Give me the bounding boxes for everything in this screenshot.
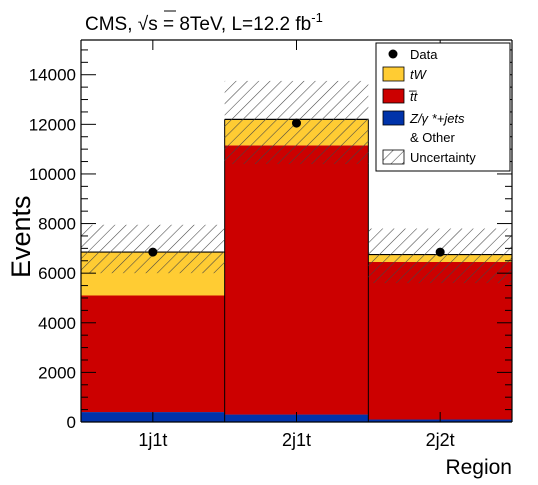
legend-label-zjets-line2: & Other <box>410 130 455 145</box>
legend-label-zjets-line1: Z/γ *+jets <box>409 111 465 126</box>
chart-title: CMS, √s = 8TeV, L=12.2 fb-1 <box>85 10 323 35</box>
legend-label-ttbar: t̅t <box>409 89 419 104</box>
y-tick-label-2000: 2000 <box>38 363 76 382</box>
y-tick-label-12000: 12000 <box>29 115 76 134</box>
legend-marker-data <box>388 49 398 59</box>
legend: Data tW t̅t Z/γ *+jets & Other Uncertain… <box>375 42 511 172</box>
y-tick-label-14000: 14000 <box>29 66 76 85</box>
legend-swatch-zjets <box>382 110 405 126</box>
legend-label-data: Data <box>410 47 438 62</box>
bar-series1-2j2t <box>368 262 512 420</box>
x-tick-labels: 1j1t 2j1t 2j2t <box>138 430 454 450</box>
chart-title-main: CMS, √s = 8TeV, L=12.2 fb <box>85 14 311 35</box>
legend-label-uncertainty: Uncertainty <box>410 150 476 165</box>
bar-series1-2j1t <box>224 145 369 415</box>
chart-title-superscript: -1 <box>311 10 323 25</box>
legend-label-tw: tW <box>410 67 428 82</box>
legend-swatch-ttbar <box>382 88 405 104</box>
axes: 0 2000 4000 6000 8000 10000 12000 14000 <box>29 39 513 432</box>
x-tick-label-2j1t: 2j1t <box>282 430 311 450</box>
y-tick-label-4000: 4000 <box>38 314 76 333</box>
y-tick-label-6000: 6000 <box>38 264 76 283</box>
legend-swatch-uncertainty <box>382 149 405 165</box>
x-tick-label-1j1t: 1j1t <box>138 430 167 450</box>
data-point-2j1t <box>292 118 301 128</box>
legend-swatch-tw <box>382 66 405 82</box>
y-axis-title: Events <box>6 195 36 278</box>
y-tick-label-8000: 8000 <box>38 215 76 234</box>
x-axis-title: Region <box>445 456 512 479</box>
x-tick-label-2j2t: 2j2t <box>426 430 455 450</box>
data-points <box>148 118 445 257</box>
data-point-2j2t <box>435 247 445 257</box>
bar-series1-1j1t <box>81 295 225 413</box>
data-point-1j1t <box>148 247 158 257</box>
y-tick-label-0: 0 <box>67 413 76 432</box>
y-tick-label-10000: 10000 <box>29 165 76 184</box>
